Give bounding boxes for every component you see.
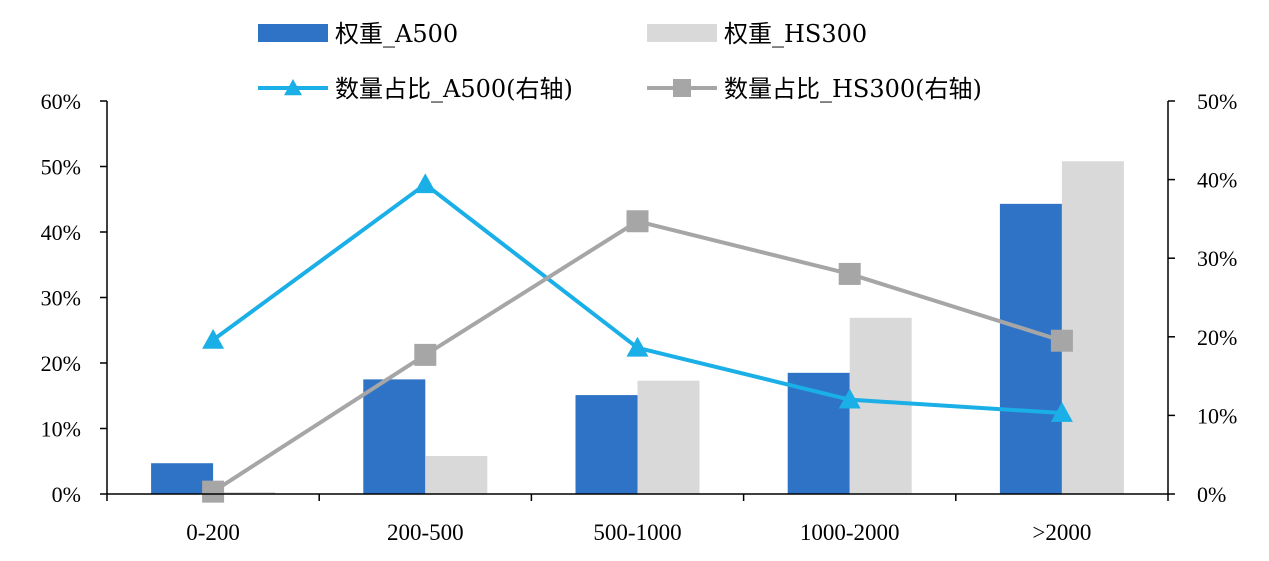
marker-a500-3: [838, 388, 861, 409]
bar-a500-1: [363, 379, 426, 494]
y-right-tick-label: 30%: [1197, 246, 1237, 271]
legend-swatch-1: [647, 24, 717, 42]
legend-label: 权重_A500: [335, 20, 458, 48]
marker-hs300-2: [626, 210, 649, 233]
y-left-tick-label: 0%: [52, 482, 81, 507]
y-left-tick-label: 20%: [41, 351, 81, 376]
bar-hs300-3: [849, 317, 912, 494]
lines: [202, 173, 1073, 503]
legend-marker-1: [673, 79, 691, 97]
legend-swatch-0: [258, 24, 328, 42]
legend-label: 权重_HS300: [724, 20, 867, 48]
y-left-tick-label: 60%: [41, 89, 81, 114]
bar-hs300-0: [213, 492, 276, 494]
y-right-tick-label: 50%: [1197, 89, 1237, 114]
legend-marker-0: [284, 79, 302, 96]
bar-hs300-2: [637, 380, 700, 494]
bar-a500-2: [575, 395, 638, 494]
y-left-tick-label: 40%: [41, 220, 81, 245]
marker-hs300-0: [202, 480, 225, 503]
x-tick-label: 200-500: [387, 520, 464, 545]
marker-hs300-4: [1050, 329, 1073, 352]
y-right-tick-label: 0%: [1197, 482, 1226, 507]
marker-a500-0: [202, 328, 225, 349]
marker-a500-2: [626, 336, 649, 357]
marker-a500-1: [414, 173, 437, 194]
legend-label: 数量占比_A500(右轴): [335, 75, 573, 103]
legend: 权重_A500 权重_HS300 数量占比_A500(右轴) 数量占比_HS300(右…: [258, 20, 982, 103]
y-right-tick-label: 40%: [1197, 168, 1237, 193]
y-right-tick-label: 20%: [1197, 325, 1237, 350]
axes: 0% 10% 20% 30% 40% 50% 60% 0% 10% 20% 30% 40% 50% 0-2…: [41, 89, 1238, 545]
y-left-tick-label: 10%: [41, 417, 81, 442]
marker-hs300-1: [414, 343, 437, 366]
y-right-tick-label: 10%: [1197, 403, 1237, 428]
y-left-tick-label: 30%: [41, 286, 81, 311]
bar-hs300-1: [425, 456, 488, 494]
x-tick-label: 1000-2000: [800, 520, 900, 545]
marker-hs300-3: [838, 262, 861, 285]
bar-hs300-4: [1061, 161, 1124, 494]
x-tick-label: >2000: [1032, 520, 1091, 545]
x-tick-label: 500-1000: [593, 520, 681, 545]
legend-label: 数量占比_HS300(右轴): [724, 75, 982, 103]
marker-a500-4: [1050, 402, 1073, 422]
x-tick-label: 0-200: [186, 520, 240, 545]
y-left-tick-label: 50%: [41, 155, 81, 180]
